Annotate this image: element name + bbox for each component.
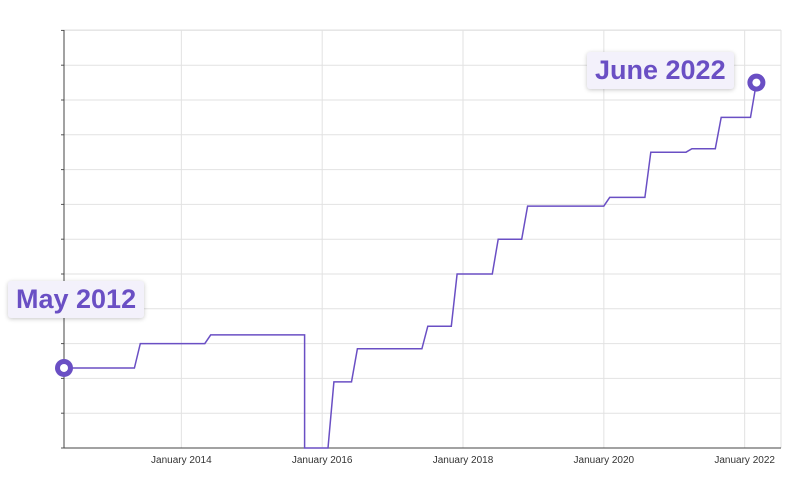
series-layer <box>64 82 758 449</box>
x-tick-label: January 2020 <box>574 455 635 466</box>
end-marker-center <box>752 78 761 87</box>
end-date-callout: June 2022 <box>587 52 734 89</box>
x-axis-ticks: January 2014 January 2016 January 2018 Janu… <box>151 455 775 466</box>
markers-layer <box>55 73 766 377</box>
x-tick-label: January 2018 <box>433 455 494 466</box>
x-tick-label: January 2016 <box>292 455 353 466</box>
x-tick-label: January 2022 <box>714 455 775 466</box>
start-marker-center <box>60 363 68 372</box>
gridlines <box>64 29 782 449</box>
series-line <box>64 82 758 449</box>
x-tick-label: January 2014 <box>151 455 212 466</box>
start-date-callout: May 2012 <box>8 281 145 318</box>
